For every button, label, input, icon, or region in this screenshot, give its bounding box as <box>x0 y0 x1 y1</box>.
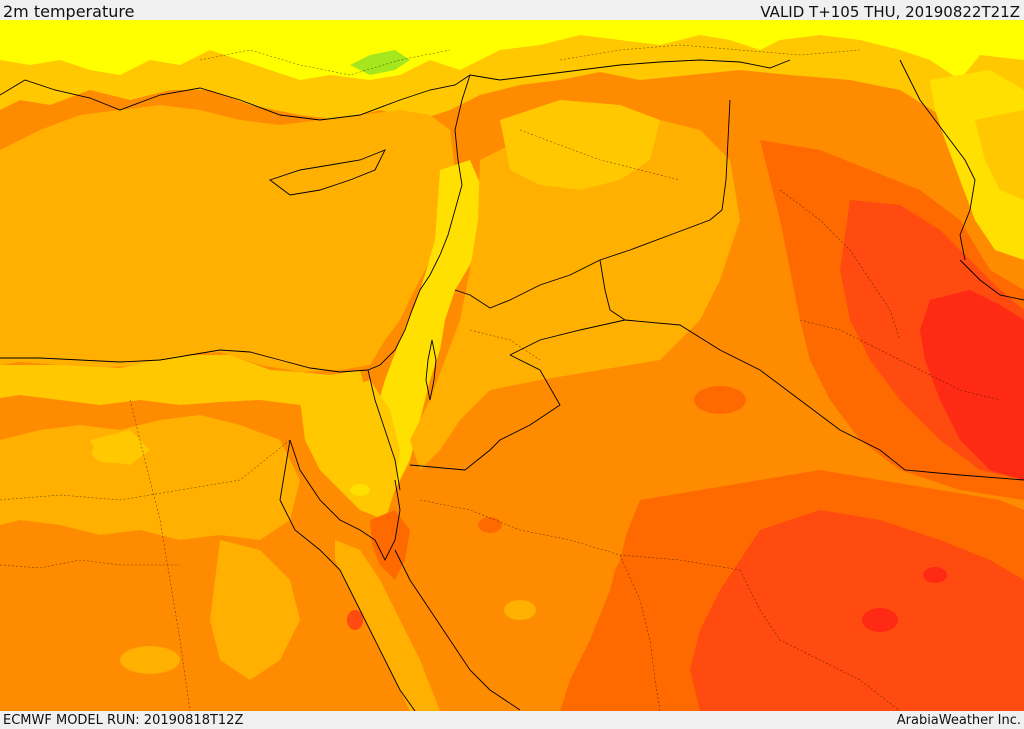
coastline-egypt-north <box>0 349 369 373</box>
province-boundaries <box>0 44 1001 711</box>
coastline-gulf-head <box>959 259 1024 301</box>
coastlines <box>0 74 1024 711</box>
border-syria-jordan <box>454 259 601 309</box>
model-run: ECMWF MODEL RUN: 20190818T12Z <box>3 713 244 728</box>
sea-mediterranean-south <box>0 355 368 410</box>
temp-zone-iraq-red <box>920 290 1024 480</box>
province-boundary-turkey-1 <box>199 49 451 76</box>
coastline-red-sea-east <box>394 549 521 711</box>
province-boundary-saudi-1 <box>419 499 741 571</box>
temp-patch-hot-1 <box>694 386 746 414</box>
temp-zone-saudi-coast <box>400 490 630 711</box>
border-egypt-israel <box>367 369 401 491</box>
coastline-cyprus <box>269 149 386 196</box>
province-boundary-saudi-3 <box>739 569 901 711</box>
temp-patch-cool-4 <box>350 484 370 496</box>
border-syria-iraq <box>599 99 731 261</box>
credit: ArabiaWeather Inc. <box>896 713 1021 728</box>
sea-red-sea <box>335 540 440 711</box>
temp-zone-north-yellow <box>0 20 1024 80</box>
temp-patch-hot-3 <box>347 610 363 630</box>
coastline-dead-sea <box>425 339 437 401</box>
field-title: 2m temperature <box>3 2 135 21</box>
border-turkey-syria <box>469 59 791 81</box>
border-iraq-saudi <box>624 319 1024 481</box>
province-boundary-jordan-1 <box>469 329 541 361</box>
temp-patch-hot-2 <box>478 517 502 533</box>
temp-zone-syrian-desert <box>410 115 740 470</box>
temperature-map <box>0 20 1024 711</box>
coastline-sinai-gulf-suez <box>289 439 376 541</box>
temp-zone-saudi-red-orange <box>690 510 1024 711</box>
coastline-levant <box>367 74 471 371</box>
temp-patch-cool-2 <box>120 646 180 674</box>
temp-zone-east-yellow-orange <box>975 110 1024 200</box>
valid-time: VALID T+105 THU, 20190822T21Z <box>760 3 1020 21</box>
footer-bar <box>0 711 1024 729</box>
temp-patch-cool-3 <box>504 600 536 620</box>
border-iraq-iran <box>899 59 976 261</box>
coastline-red-sea-west <box>279 439 416 711</box>
temp-patch-hot-5 <box>923 567 947 583</box>
temp-patch-cool-1 <box>92 443 128 463</box>
temp-zone-north-green <box>350 50 410 75</box>
coastline-turkey-south <box>0 74 471 121</box>
header-bar <box>0 0 1024 20</box>
temp-zone-levant-yellow <box>375 160 485 490</box>
coastline-gulf-aqaba <box>374 479 401 562</box>
border-jordan-saudi <box>409 354 561 471</box>
temp-zone-egypt-light <box>0 415 300 540</box>
temp-zone-syria-yellow <box>500 100 660 190</box>
province-boundary-iraq-2 <box>799 319 1001 401</box>
province-boundary-egypt-1 <box>0 439 291 501</box>
temp-patch-hot-4 <box>862 608 898 632</box>
province-boundary-egypt-2 <box>129 399 191 711</box>
temp-zone-egypt-south-light <box>210 540 300 680</box>
temp-zone-sinai <box>300 380 400 520</box>
province-boundary-egypt-3 <box>0 559 180 569</box>
temp-zone-aqaba-hot <box>370 510 410 580</box>
sea-mediterranean <box>0 105 455 372</box>
province-boundary-syria-1 <box>519 129 681 181</box>
province-boundary-saudi-2 <box>619 554 661 711</box>
province-boundary-iraq-1 <box>779 189 901 341</box>
country-borders <box>367 59 1024 491</box>
